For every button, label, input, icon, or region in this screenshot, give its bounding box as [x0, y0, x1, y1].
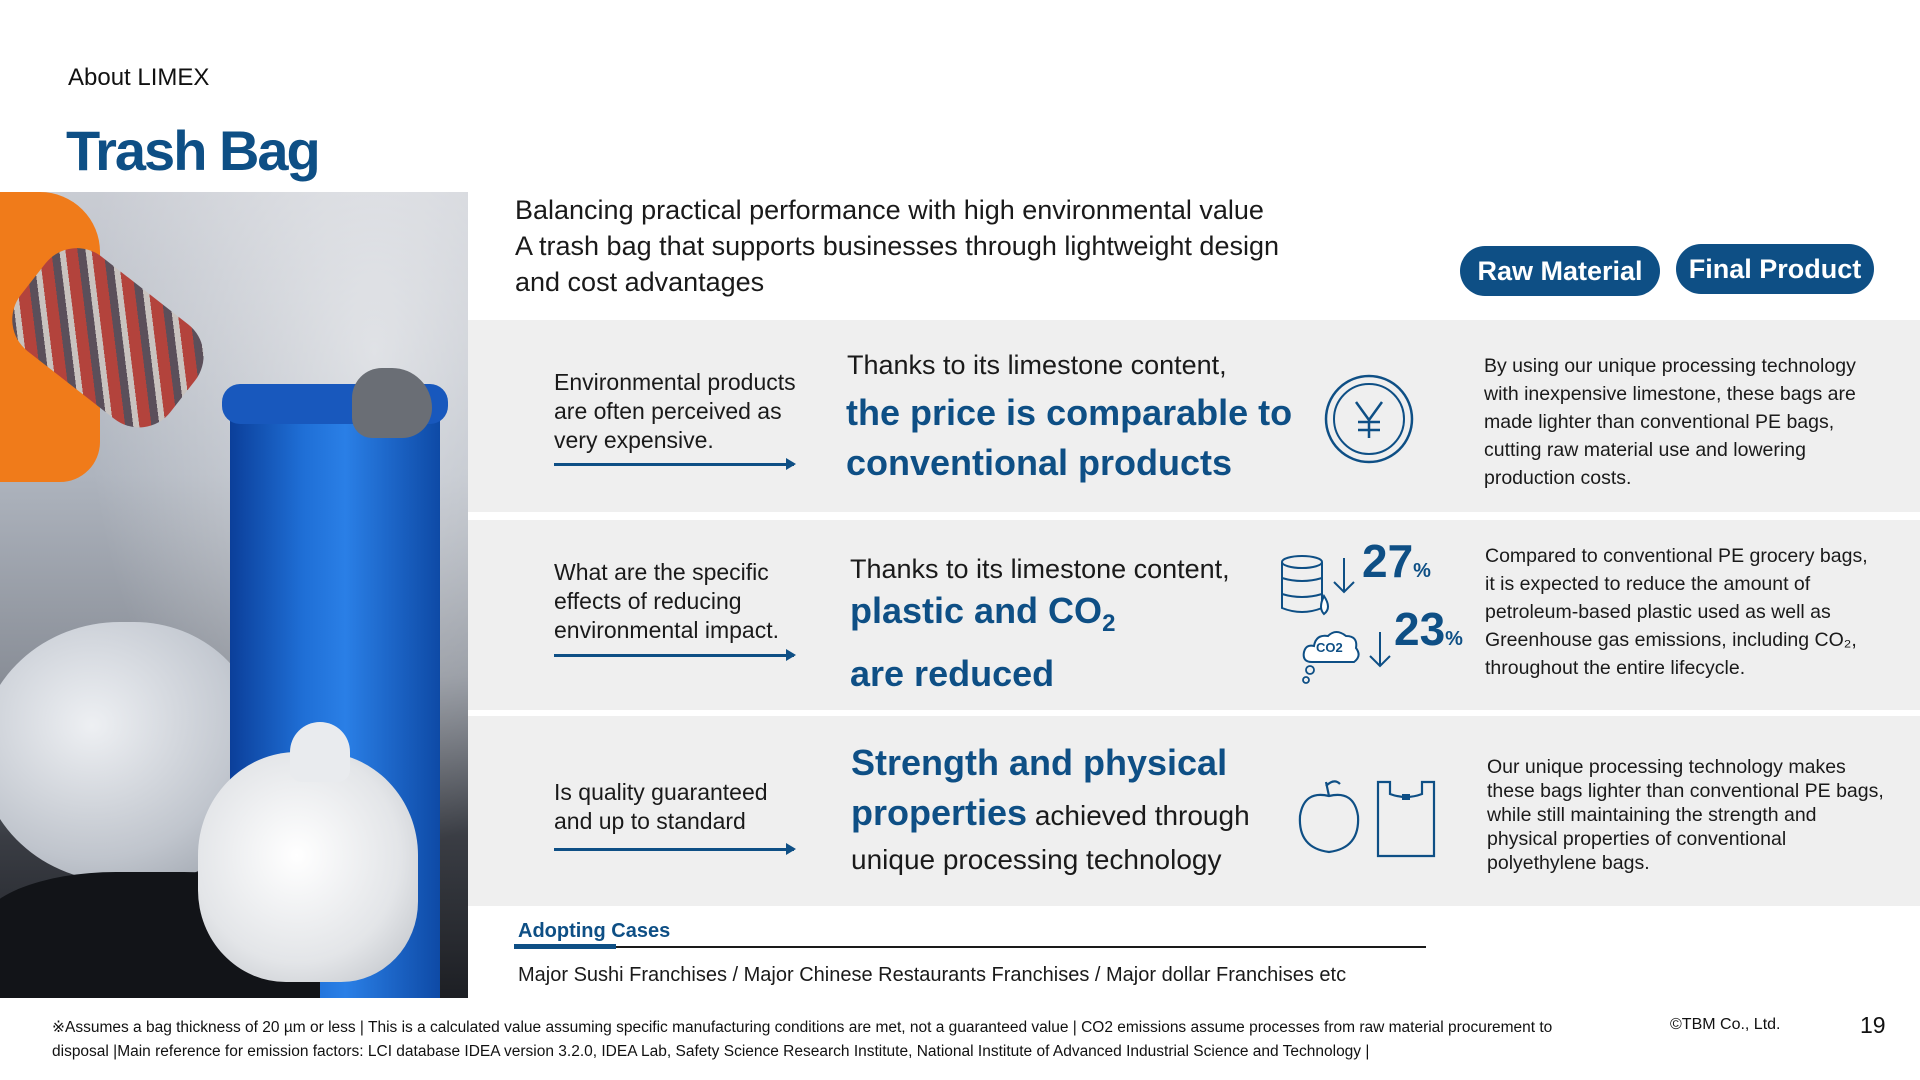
trash-bag-illustration	[198, 752, 418, 982]
intro-line: A trash bag that supports businesses thr…	[515, 231, 1279, 261]
yen-coin-icon	[1322, 372, 1416, 466]
plastic-reduction-stat: 27%	[1362, 535, 1431, 587]
row-headline: Strength and physical properties achieve…	[851, 742, 1250, 875]
row-question: What are the specific effects of reducin…	[554, 559, 779, 643]
co2-cloud-icon: CO2	[1300, 626, 1364, 688]
row-question: Environmental products are often perceiv…	[554, 369, 796, 453]
adopting-cases-text: Major Sushi Franchises / Major Chinese R…	[518, 964, 1347, 986]
row-headline: the price is comparable to conventional …	[846, 392, 1293, 483]
row-lead: Thanks to its limestone content,	[850, 554, 1230, 584]
product-photo	[0, 192, 468, 998]
row-description: Our unique processing technology makes t…	[1487, 756, 1884, 874]
breadcrumb: About LIMEX	[68, 64, 210, 91]
row-description: Compared to conventional PE grocery bags…	[1485, 545, 1868, 679]
down-arrow-icon	[1366, 630, 1394, 670]
intro-line: Balancing practical performance with hig…	[515, 195, 1264, 225]
arrow-icon	[554, 458, 796, 470]
benefit-row-emissions	[468, 520, 1920, 710]
down-arrow-icon	[1330, 556, 1358, 596]
page-title: Trash Bag	[66, 119, 321, 182]
shopping-bag-icon	[1376, 780, 1436, 858]
row-description: By using our unique processing technolog…	[1484, 355, 1856, 489]
fruit-icon	[1296, 776, 1362, 856]
copyright: ©TBM Co., Ltd.	[1670, 1016, 1781, 1033]
co2-cloud-label: CO2	[1316, 640, 1343, 655]
intro-text: Balancing practical performance with hig…	[515, 192, 1335, 300]
page-number: 19	[1860, 1012, 1886, 1038]
row-question: Is quality guaranteed and up to standard	[554, 779, 768, 834]
benefit-row-price	[468, 320, 1920, 512]
final-product-badge: Final Product	[1676, 244, 1874, 294]
raw-material-badge: Raw Material	[1460, 246, 1660, 296]
row-lead: Thanks to its limestone content,	[847, 350, 1227, 380]
arrow-icon	[554, 649, 796, 661]
intro-line: and cost advantages	[515, 267, 765, 297]
benefit-row-quality	[468, 716, 1920, 906]
row-headline: plastic and CO2 are reduced	[850, 590, 1116, 695]
divider-accent	[514, 944, 616, 949]
divider	[514, 946, 1426, 948]
co2-reduction-stat: 23%	[1394, 603, 1463, 655]
adopting-cases-label: Adopting Cases	[518, 920, 671, 942]
arrow-icon	[554, 843, 796, 855]
oil-barrel-icon	[1278, 552, 1338, 622]
footnote: ※Assumes a bag thickness of 20 µm or les…	[52, 1019, 1553, 1060]
